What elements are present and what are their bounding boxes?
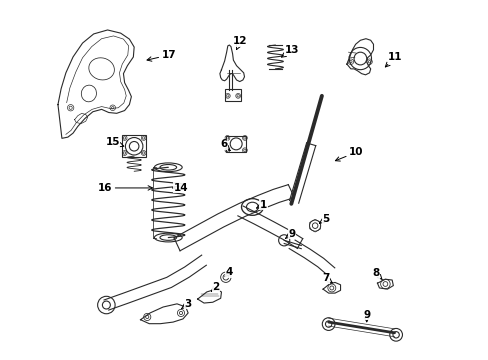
Text: 1: 1 [256, 199, 266, 210]
Text: 15: 15 [105, 137, 123, 147]
Text: 2: 2 [211, 282, 219, 292]
Text: 17: 17 [147, 50, 176, 61]
Text: 6: 6 [220, 139, 230, 150]
Text: 13: 13 [281, 45, 299, 57]
Text: 8: 8 [372, 268, 382, 280]
Text: 14: 14 [173, 183, 188, 193]
Text: 12: 12 [233, 36, 247, 50]
Text: 4: 4 [224, 267, 233, 277]
Text: 10: 10 [335, 147, 363, 161]
Bar [225, 136, 246, 152]
Text: 11: 11 [385, 52, 402, 67]
Text: 3: 3 [181, 299, 191, 309]
Text: 9: 9 [285, 229, 295, 239]
Bar [122, 135, 146, 157]
Text: 5: 5 [319, 214, 329, 224]
Text: 7: 7 [322, 274, 332, 283]
Text: 9: 9 [363, 310, 369, 322]
Text: 16: 16 [97, 183, 152, 193]
Bar [225, 89, 240, 102]
